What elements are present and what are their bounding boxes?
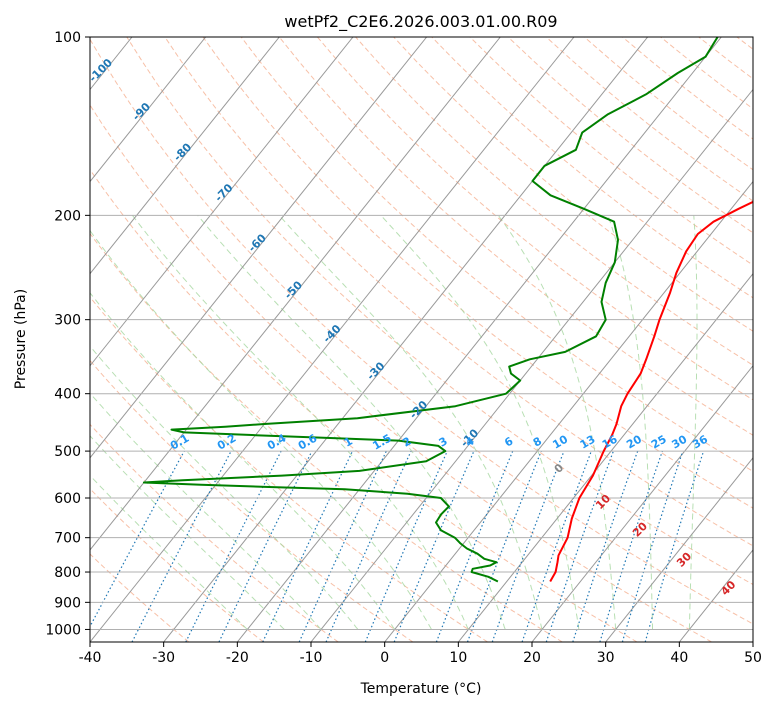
dry-adiabat <box>90 423 339 642</box>
plot-frame <box>89 36 754 643</box>
x-axis-title: Temperature (°C) <box>360 681 482 697</box>
x-axis: -40 -30 -20 -10 0 10 20 30 40 50 <box>79 642 762 666</box>
y-tick-label: 700 <box>54 531 81 547</box>
mixing-ratio-line <box>521 450 592 642</box>
x-tick-label: -30 <box>152 650 175 666</box>
y-tick-label: 600 <box>54 491 81 507</box>
y-tick-label: 400 <box>54 387 81 403</box>
x-tick-label: 50 <box>744 650 762 666</box>
y-tick-label: 300 <box>54 313 81 329</box>
isotherm-line <box>531 364 753 642</box>
dry-adiabat <box>278 37 753 436</box>
mixing-ratio-line <box>572 450 639 642</box>
mixing-ratio-line <box>325 450 412 642</box>
y-tick-label: 100 <box>54 30 81 46</box>
x-tick-label: 0 <box>380 650 389 666</box>
dewpoint-line <box>142 37 719 583</box>
y-tick-label: 500 <box>54 444 81 460</box>
isotherm-line <box>90 37 354 367</box>
x-tick-label: 40 <box>670 650 688 666</box>
dry-adiabat <box>431 37 753 299</box>
dry-adiabat <box>164 37 753 547</box>
isotherm-line <box>90 37 575 642</box>
isotherm-line <box>90 37 428 459</box>
mixing-ratio-line <box>644 450 705 642</box>
dry-adiabat <box>90 38 753 625</box>
moist-adiabat <box>90 435 285 630</box>
mixing-ratio-line <box>599 450 663 642</box>
isotherm-line <box>163 37 649 642</box>
isotherm-line <box>236 37 722 642</box>
mixing-ratio-line <box>466 450 542 642</box>
x-tick-label: -20 <box>226 650 249 666</box>
y-tick-label: 200 <box>54 208 81 224</box>
isotherm-line <box>90 37 207 183</box>
mixing-ratio-line <box>621 450 684 642</box>
isotherm-line <box>605 457 753 642</box>
chart-title: wetPf2_C2E6.2026.003.01.00.R09 <box>284 12 557 32</box>
moist-adiabat <box>90 474 248 630</box>
mixing-ratio-line <box>545 450 614 642</box>
isotherm-line <box>90 37 501 551</box>
x-tick-label: -40 <box>79 650 102 666</box>
y-tick-label: 1000 <box>45 622 81 638</box>
isotherm-line <box>384 180 753 642</box>
x-tick-label: -10 <box>300 650 323 666</box>
temperature-line <box>549 200 753 582</box>
pressure-grid <box>90 37 753 630</box>
dry-adiabat <box>90 553 190 642</box>
profile-series <box>142 37 753 583</box>
isotherm-line <box>90 37 280 275</box>
isotherm-line <box>457 272 753 642</box>
dry-adiabat <box>393 37 753 332</box>
x-tick-label: 20 <box>523 650 541 666</box>
dry-adiabat <box>90 104 712 642</box>
y-axis: 100 200 300 400 500 600 700 800 900 1000 <box>45 30 90 638</box>
mixing-ratio-line <box>364 450 448 642</box>
mixing-ratio-line <box>393 450 475 642</box>
dry-adiabat <box>90 488 264 642</box>
y-axis-title: Pressure (hPa) <box>13 289 29 389</box>
dry-adiabat <box>90 168 638 642</box>
dry-adiabat <box>240 37 753 472</box>
dry-adiabat <box>90 296 488 642</box>
mixing-ratio-line <box>90 450 185 628</box>
isotherm-line <box>310 88 753 642</box>
y-tick-label: 900 <box>54 595 81 611</box>
mixing-ratio-line <box>185 450 282 642</box>
x-tick-label: 10 <box>449 650 467 666</box>
mixing-ratio-line <box>491 450 565 642</box>
x-tick-label: 30 <box>597 650 615 666</box>
y-tick-label: 800 <box>54 565 81 581</box>
mixing-ratio-line <box>435 450 514 642</box>
dry-adiabat <box>202 37 753 509</box>
